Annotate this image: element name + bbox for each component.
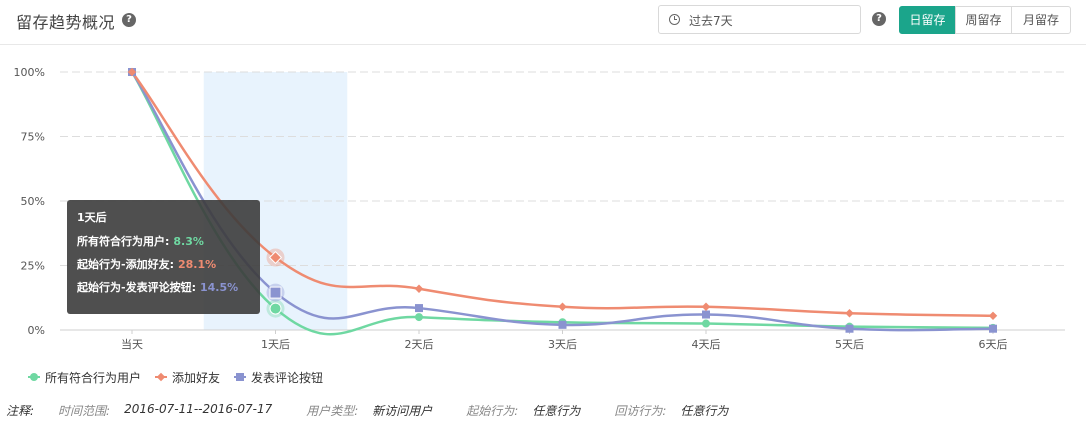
data-point (701, 302, 711, 312)
note-value: 任意行为 (532, 404, 581, 418)
data-point (415, 304, 423, 313)
data-point (702, 319, 710, 328)
x-tick-label: 5天后 (835, 338, 864, 351)
x-tick-label: 6天后 (979, 338, 1008, 351)
note-value: 任意行为 (680, 404, 729, 418)
date-range-value: 过去7天 (689, 14, 733, 28)
data-point (415, 313, 423, 322)
tooltip-title: 1天后 (77, 211, 107, 224)
date-range-picker[interactable]: 过去7天 (658, 5, 861, 34)
note-key: 回访行为: (614, 404, 667, 418)
tooltip-row-label: 起始行为-添加好友: (77, 258, 174, 271)
retention-period-tabs: 日留存 周留存 月留存 (899, 6, 1071, 34)
data-point (269, 302, 282, 315)
y-tick-label: 100% (14, 66, 45, 79)
legend-item-post-comment[interactable]: 发表评论按钮 (234, 368, 323, 386)
tooltip-row-label: 起始行为-发表评论按钮: (77, 281, 196, 294)
chart-tooltip: 1天后 所有符合行为用户: 8.3% 起始行为-添加好友: 28.1% 起始行为-发… (67, 200, 260, 314)
tab-monthly-retention[interactable]: 月留存 (1011, 6, 1071, 34)
x-tick-label: 2天后 (405, 338, 434, 351)
y-tick-label: 50% (21, 195, 45, 208)
tooltip-row: 起始行为-添加好友: 28.1% (77, 256, 250, 272)
tooltip-row-value: 14.5% (199, 281, 239, 294)
x-tick-label: 1天后 (261, 338, 290, 351)
circle-marker-icon (28, 371, 40, 383)
note-key: 用户类型: (306, 404, 359, 418)
notes-label: 注释: (6, 404, 35, 418)
legend-label: 所有符合行为用户 (45, 370, 142, 385)
tooltip-row: 起始行为-发表评论按钮: 14.5% (77, 279, 250, 295)
help-icon[interactable]: ? (122, 13, 136, 27)
y-tick-label: 75% (21, 131, 45, 144)
data-point (845, 324, 854, 333)
data-point (558, 302, 567, 312)
x-tick-label: 4天后 (692, 338, 721, 351)
square-marker-icon (234, 371, 247, 383)
tab-daily-retention[interactable]: 日留存 (899, 6, 956, 34)
note-value: 2016-07-11--2016-07-17 (124, 402, 273, 416)
note-value: 新访问用户 (372, 404, 433, 418)
legend-item-all-users[interactable]: 所有符合行为用户 (28, 368, 141, 386)
data-point (988, 311, 998, 321)
page-title: 留存趋势概况 (16, 13, 116, 32)
legend-item-add-friend[interactable]: 添加好友 (155, 368, 220, 386)
y-tick-label: 25% (21, 260, 45, 273)
data-point (845, 308, 854, 318)
data-point (558, 320, 567, 329)
tooltip-row-value: 28.1% (177, 258, 217, 271)
clock-icon (669, 14, 680, 25)
tooltip-row-label: 所有符合行为用户: (77, 235, 170, 248)
diamond-marker-icon (155, 371, 168, 383)
data-point (989, 324, 997, 333)
data-point (414, 284, 424, 293)
data-point (702, 310, 710, 319)
tab-weekly-retention[interactable]: 周留存 (955, 6, 1012, 34)
x-tick-label: 当天 (121, 337, 143, 351)
chart-notes: 注释: 时间范围: 2016-07-11--2016-07-17 用户类型: 新… (6, 402, 762, 419)
chart-legend: 所有符合行为用户 添加好友 发表评论按钮 (28, 368, 337, 386)
tooltip-row-value: 8.3% (173, 235, 204, 248)
legend-label: 发表评论按钮 (251, 370, 324, 385)
data-point (268, 250, 283, 265)
tooltip-row: 所有符合行为用户: 8.3% (77, 233, 250, 249)
x-tick-label: 3天后 (548, 338, 577, 351)
help-icon[interactable]: ? (872, 12, 886, 26)
data-point (269, 286, 282, 299)
legend-label: 添加好友 (172, 370, 221, 385)
y-tick-label: 0% (28, 324, 45, 337)
header-bar: 留存趋势概况 ? 过去7天 ? 日留存 周留存 月留存 (0, 0, 1086, 45)
note-key: 起始行为: (466, 404, 519, 418)
note-key: 时间范围: (58, 404, 111, 418)
